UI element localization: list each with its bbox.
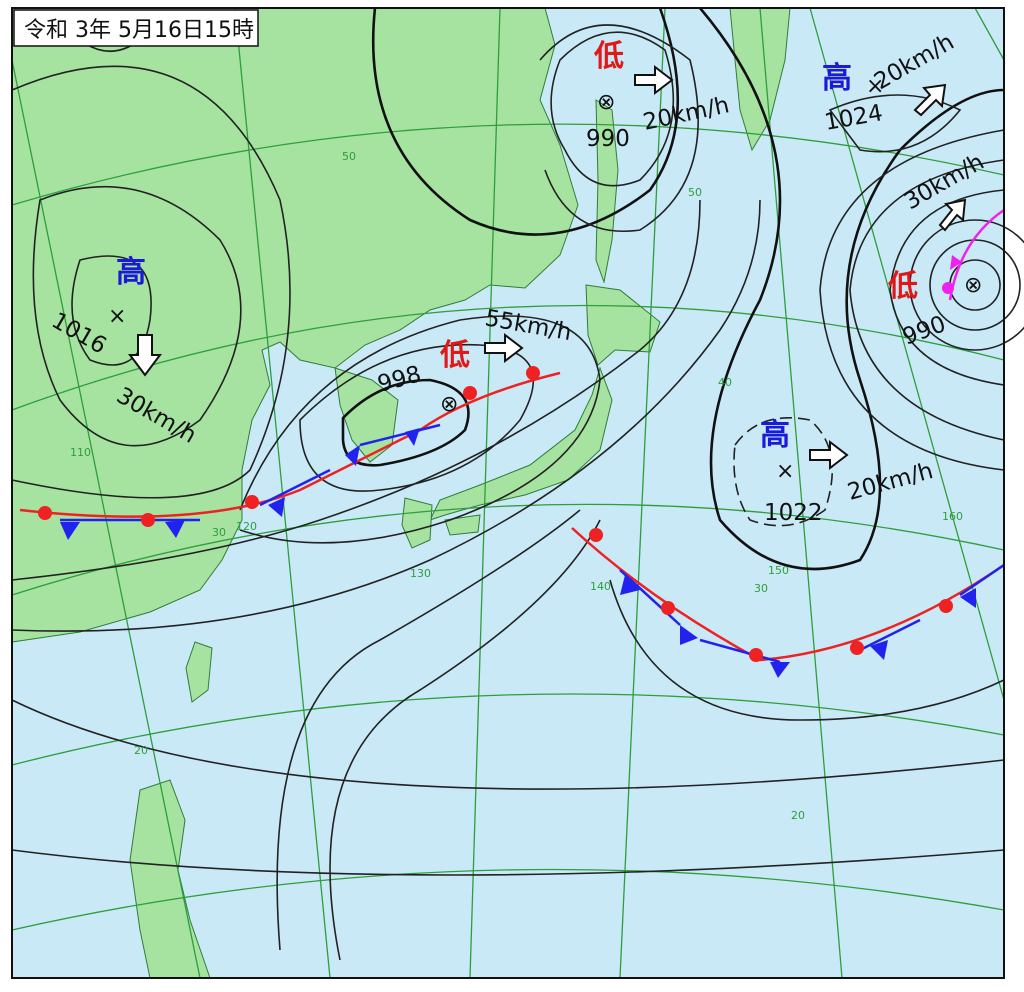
svg-text:⊗: ⊗ [597,90,615,115]
system-kind: 低 [593,39,624,74]
grid-label: 30 [754,582,768,595]
system-kind: 低 [887,269,918,304]
grid-label: 110 [70,446,91,459]
grid-label: 120 [236,520,257,533]
system-kind: 高 [822,61,852,96]
grid-label: 30 [212,526,226,539]
grid-label: 20 [791,809,805,822]
system-kind: 低 [439,338,470,373]
grid-label: 40 [718,376,732,389]
title: 令和 3年 5月16日15時 [24,18,254,43]
land [11,7,791,979]
grid-label: 140 [590,580,611,593]
fronts [19,208,1005,678]
pressure-label: 1022 [764,500,823,526]
pressure-label: 990 [586,126,630,152]
svg-text:⊗: ⊗ [440,392,458,417]
grid-label: 50 [342,150,356,163]
svg-text:×: × [776,459,794,484]
map-frame [11,7,1005,979]
grid-label: 150 [768,564,789,577]
svg-text:×: × [108,304,126,329]
system-kind: 高 [760,418,790,453]
svg-text:⊗: ⊗ [964,273,982,298]
grid-label: 160 [942,510,963,523]
grid-label: 130 [410,567,431,580]
svg-text:×: × [866,74,884,99]
arrows [128,64,967,471]
isobars [11,7,1024,961]
markers: × ⊗ ⊗ × ⊗ × [108,74,982,484]
system-kind: 高 [116,255,146,290]
grid-label: 20 [134,744,148,757]
title-box [13,9,259,47]
grid-label: 50 [688,186,702,199]
